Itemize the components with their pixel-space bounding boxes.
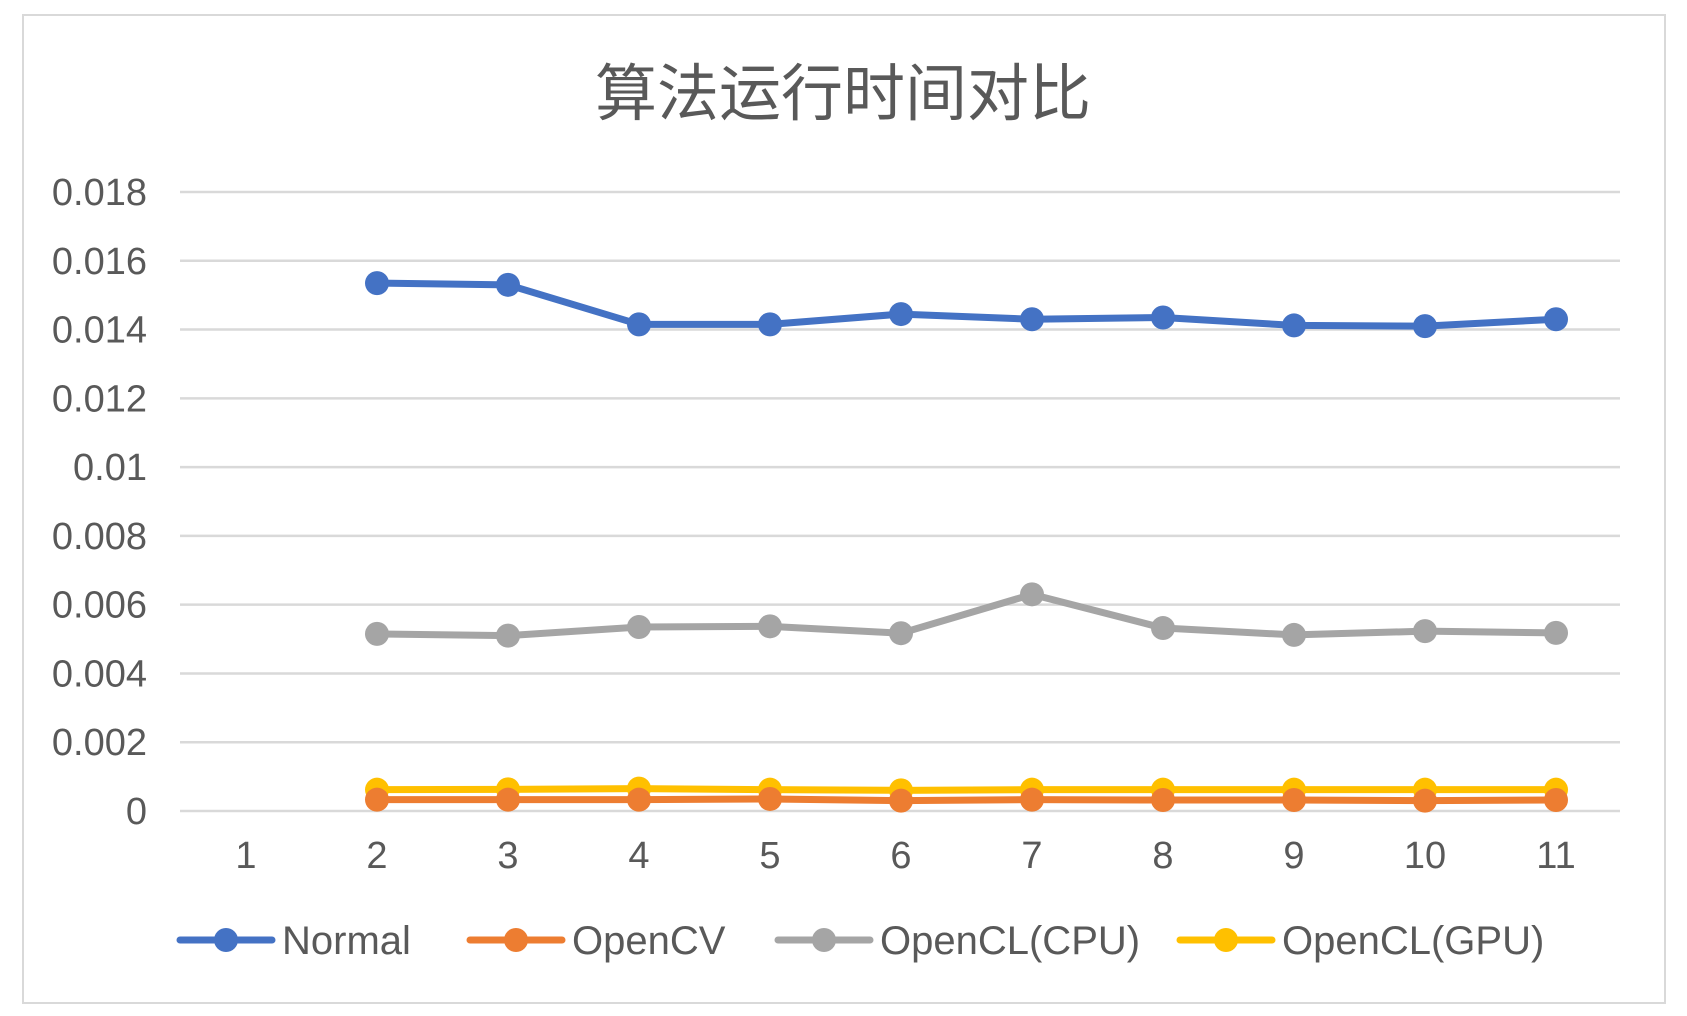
data-point xyxy=(1413,314,1437,339)
y-tick-label: 0.012 xyxy=(52,378,147,420)
data-point xyxy=(1282,313,1306,338)
data-point xyxy=(627,312,651,337)
data-point xyxy=(1544,620,1568,645)
legend-label: OpenCL(GPU) xyxy=(1282,919,1544,963)
data-point xyxy=(889,621,913,646)
legend-swatch-marker xyxy=(812,928,836,952)
data-point xyxy=(1544,787,1568,812)
data-point xyxy=(1151,787,1175,812)
data-point xyxy=(889,788,913,813)
x-tick-label: 2 xyxy=(366,835,387,877)
series-line-0 xyxy=(373,279,1560,330)
data-point xyxy=(758,786,782,811)
x-tick-label: 7 xyxy=(1021,835,1042,877)
x-tick-label: 11 xyxy=(1536,835,1575,877)
x-tick-label: 9 xyxy=(1283,835,1304,877)
y-tick-label: 0.008 xyxy=(52,516,147,558)
legend-label: OpenCL(CPU) xyxy=(880,919,1140,963)
y-tick-label: 0.016 xyxy=(52,241,147,283)
series-line-2 xyxy=(373,590,1560,640)
data-point xyxy=(1020,307,1044,332)
data-point xyxy=(496,272,520,297)
x-tick-label: 10 xyxy=(1404,835,1446,877)
series-2 xyxy=(365,582,1568,648)
y-tick-label: 0 xyxy=(126,791,147,833)
data-point xyxy=(627,615,651,640)
data-point xyxy=(889,302,913,327)
x-tick-label: 4 xyxy=(628,835,649,877)
legend-label: Normal xyxy=(282,919,411,963)
data-point xyxy=(1544,307,1568,332)
data-point xyxy=(1151,305,1175,330)
y-tick-label: 0.002 xyxy=(52,722,147,764)
chart-title: 算法运行时间对比 xyxy=(595,57,1091,130)
x-axis-ticks: 1 2 3 4 5 6 7 8 9 10 11 xyxy=(235,835,1575,877)
data-point xyxy=(1413,619,1437,644)
series-1 xyxy=(365,786,1568,813)
data-point xyxy=(1282,787,1306,812)
data-point xyxy=(1151,616,1175,641)
series-lines xyxy=(365,271,1568,813)
y-tick-label: 0.004 xyxy=(52,653,147,695)
data-point xyxy=(1020,582,1044,607)
x-tick-label: 6 xyxy=(890,835,911,877)
legend-item-2: OpenCL(CPU) xyxy=(774,919,1140,963)
gridlines xyxy=(180,190,1620,813)
legend-swatch-marker xyxy=(214,928,238,952)
data-point xyxy=(627,787,651,812)
data-point xyxy=(1282,622,1306,647)
legend-item-3: OpenCL(GPU) xyxy=(1176,919,1544,963)
data-point xyxy=(365,621,389,646)
y-tick-label: 0.006 xyxy=(52,585,147,627)
y-tick-label: 0.01 xyxy=(73,447,147,489)
legend: Normal OpenCV OpenCL(CPU) OpenCL(GPU) xyxy=(176,919,1544,963)
y-axis-ticks: 0 0.002 0.004 0.006 0.008 0.01 0.012 0.014 0.016… xyxy=(52,172,147,833)
legend-item-1: OpenCV xyxy=(466,919,726,963)
legend-item-0: Normal xyxy=(176,919,411,963)
data-point xyxy=(1413,788,1437,813)
legend-label: OpenCV xyxy=(572,919,726,963)
x-tick-label: 8 xyxy=(1152,835,1173,877)
data-point xyxy=(496,623,520,648)
data-point xyxy=(758,614,782,639)
series-line-3 xyxy=(373,785,1560,794)
series-line-1 xyxy=(373,795,1560,805)
data-point xyxy=(758,312,782,337)
y-tick-label: 0.014 xyxy=(52,310,147,352)
x-tick-label: 1 xyxy=(235,835,256,877)
data-point xyxy=(365,271,389,296)
x-tick-label: 3 xyxy=(497,835,518,877)
data-point xyxy=(1020,787,1044,812)
chart-frame xyxy=(22,14,1666,1004)
x-tick-label: 5 xyxy=(759,835,780,877)
data-point xyxy=(496,787,520,812)
legend-swatch-marker xyxy=(504,928,528,952)
data-point xyxy=(365,787,389,812)
series-0 xyxy=(365,271,1568,339)
legend-swatch-marker xyxy=(1214,928,1238,952)
y-tick-label: 0.018 xyxy=(52,172,147,214)
